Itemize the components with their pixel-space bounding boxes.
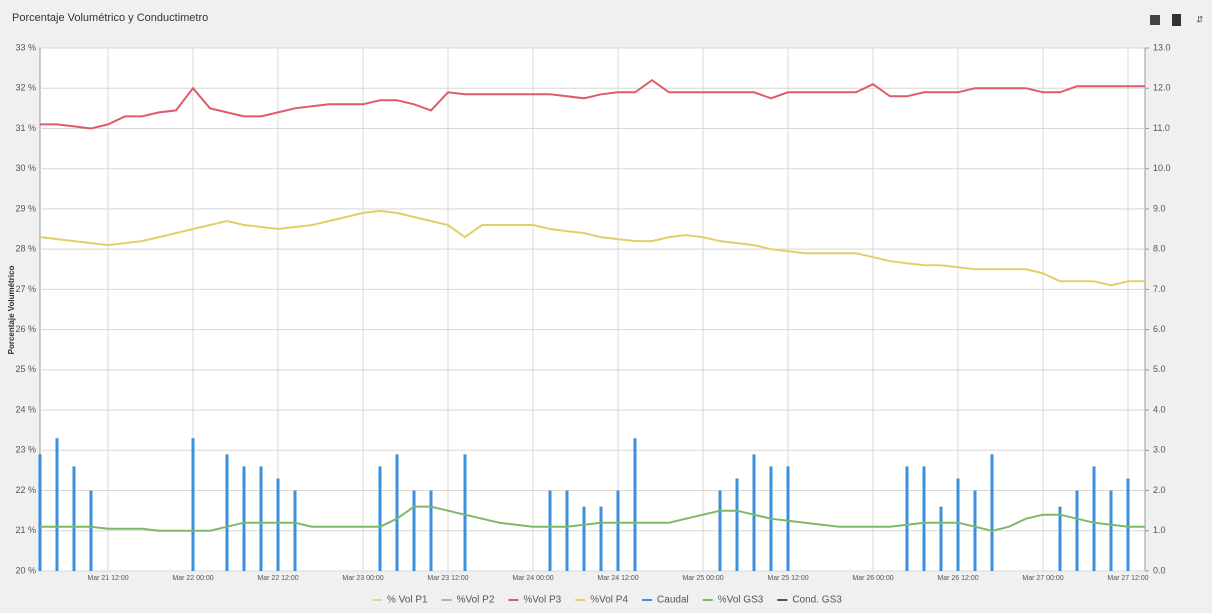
- flow-bar: [55, 438, 59, 571]
- flow-bar: [616, 490, 620, 571]
- y2-tick-label: 11.0: [1153, 123, 1170, 133]
- flow-bar: [1109, 490, 1113, 571]
- flow-bar: [89, 490, 93, 571]
- flow-bar: [276, 478, 280, 571]
- chart-title: Porcentaje Volumétrico y Conductimetro: [12, 12, 208, 24]
- flow-bar: [582, 506, 586, 571]
- series-line: [39, 209, 1145, 287]
- x-tick-label: Mar 23 00:00: [342, 575, 383, 582]
- x-tick-label: Mar 26 12:00: [937, 575, 978, 582]
- y-tick-label: 25 %: [15, 364, 36, 374]
- flow-bar: [973, 490, 977, 571]
- y-tick-label: 28 %: [15, 244, 36, 254]
- y-tick-label: 32 %: [15, 83, 36, 93]
- flow-bar: [191, 438, 195, 571]
- y2-tick-label: 6.0: [1153, 324, 1166, 334]
- y-tick-label: 22 %: [15, 485, 36, 495]
- legend-label[interactable]: % Vol P1: [387, 595, 428, 606]
- x-tick-label: Mar 24 00:00: [512, 575, 553, 582]
- legend-label[interactable]: %Vol GS3: [718, 595, 764, 606]
- flow-bar: [922, 466, 926, 571]
- flow-bar: [72, 466, 76, 571]
- flow-bar: [633, 438, 637, 571]
- y2-tick-label: 10.0: [1153, 163, 1171, 173]
- x-tick-label: Mar 25 12:00: [767, 575, 808, 582]
- flow-bar: [1126, 478, 1130, 571]
- y-tick-label: 21 %: [15, 525, 36, 535]
- export-icon[interactable]: [1172, 14, 1181, 26]
- flow-bar: [225, 454, 229, 571]
- y2-tick-label: 7.0: [1153, 284, 1166, 294]
- toolbar: ⇵: [1150, 14, 1204, 26]
- x-tick-label: Mar 23 12:00: [427, 575, 468, 582]
- plot-area: [39, 47, 1146, 572]
- flow-bar: [1092, 466, 1096, 571]
- settings-icon[interactable]: ⇵: [1196, 14, 1204, 24]
- y-tick-label: 24 %: [15, 404, 36, 414]
- y2-tick-label: 8.0: [1153, 244, 1166, 254]
- y2-tick-label: 12.0: [1153, 83, 1171, 93]
- y-tick-label: 23 %: [15, 445, 36, 455]
- x-tick-label: Mar 24 12:00: [597, 575, 638, 582]
- y-tick-label: 29 %: [15, 203, 36, 213]
- flow-bar: [939, 506, 943, 571]
- x-tick-label: Mar 27 00:00: [1022, 575, 1063, 582]
- y2-tick-label: 4.0: [1153, 404, 1166, 414]
- flow-bar: [735, 478, 739, 571]
- flow-bar: [905, 466, 909, 571]
- flow-bar: [956, 478, 960, 571]
- x-tick-label: Mar 21 12:00: [87, 575, 128, 582]
- y2-tick-label: 5.0: [1153, 364, 1166, 374]
- y-tick-label: 20 %: [15, 565, 36, 575]
- legend-label[interactable]: Caudal: [657, 595, 689, 606]
- flow-bar: [242, 466, 246, 571]
- flow-bar: [718, 490, 722, 571]
- series-line: [40, 78, 1145, 130]
- series-line: [40, 505, 1145, 532]
- flow-bar: [463, 454, 467, 571]
- legend-label[interactable]: %Vol P2: [457, 595, 495, 606]
- y2-tick-label: 13.0: [1153, 42, 1171, 52]
- flow-bar: [378, 466, 382, 571]
- flow-bar: [1075, 490, 1079, 571]
- flow-bar: [990, 454, 994, 571]
- y-axis-label: Porcentaje Volumétrico: [7, 266, 16, 355]
- legend-label[interactable]: Cond. GS3: [792, 595, 842, 606]
- legend-label[interactable]: %Vol P3: [523, 595, 561, 606]
- x-tick-label: Mar 27 12:00: [1107, 575, 1148, 582]
- x-tick-label: Mar 25 00:00: [682, 575, 723, 582]
- flow-bar: [259, 466, 263, 571]
- y2-tick-label: 3.0: [1153, 445, 1166, 455]
- flow-bar: [293, 490, 297, 571]
- y2-tick-label: 0.0: [1153, 565, 1166, 575]
- flow-bar: [429, 490, 433, 571]
- y2-tick-label: 1.0: [1153, 525, 1166, 535]
- y-tick-label: 31 %: [15, 123, 36, 133]
- x-tick-label: Mar 22 12:00: [257, 575, 298, 582]
- y-tick-label: 30 %: [15, 163, 36, 173]
- flow-bar: [565, 490, 569, 571]
- x-tick-label: Mar 26 00:00: [852, 575, 893, 582]
- flow-bar: [599, 506, 603, 571]
- table-icon[interactable]: [1150, 15, 1160, 25]
- y-tick-label: 27 %: [15, 284, 36, 294]
- legend-label[interactable]: %Vol P4: [590, 595, 628, 606]
- flow-bar: [412, 490, 416, 571]
- y-tick-label: 26 %: [15, 324, 36, 334]
- x-tick-label: Mar 22 00:00: [172, 575, 213, 582]
- y2-tick-label: 9.0: [1153, 203, 1166, 213]
- flow-bar: [395, 454, 399, 571]
- y2-tick-label: 2.0: [1153, 485, 1166, 495]
- flow-bar: [38, 454, 42, 571]
- flow-bar: [752, 454, 756, 571]
- flow-bar: [548, 490, 552, 571]
- y-tick-label: 33 %: [15, 42, 36, 52]
- flow-bar: [786, 466, 790, 571]
- flow-bar: [1058, 506, 1062, 571]
